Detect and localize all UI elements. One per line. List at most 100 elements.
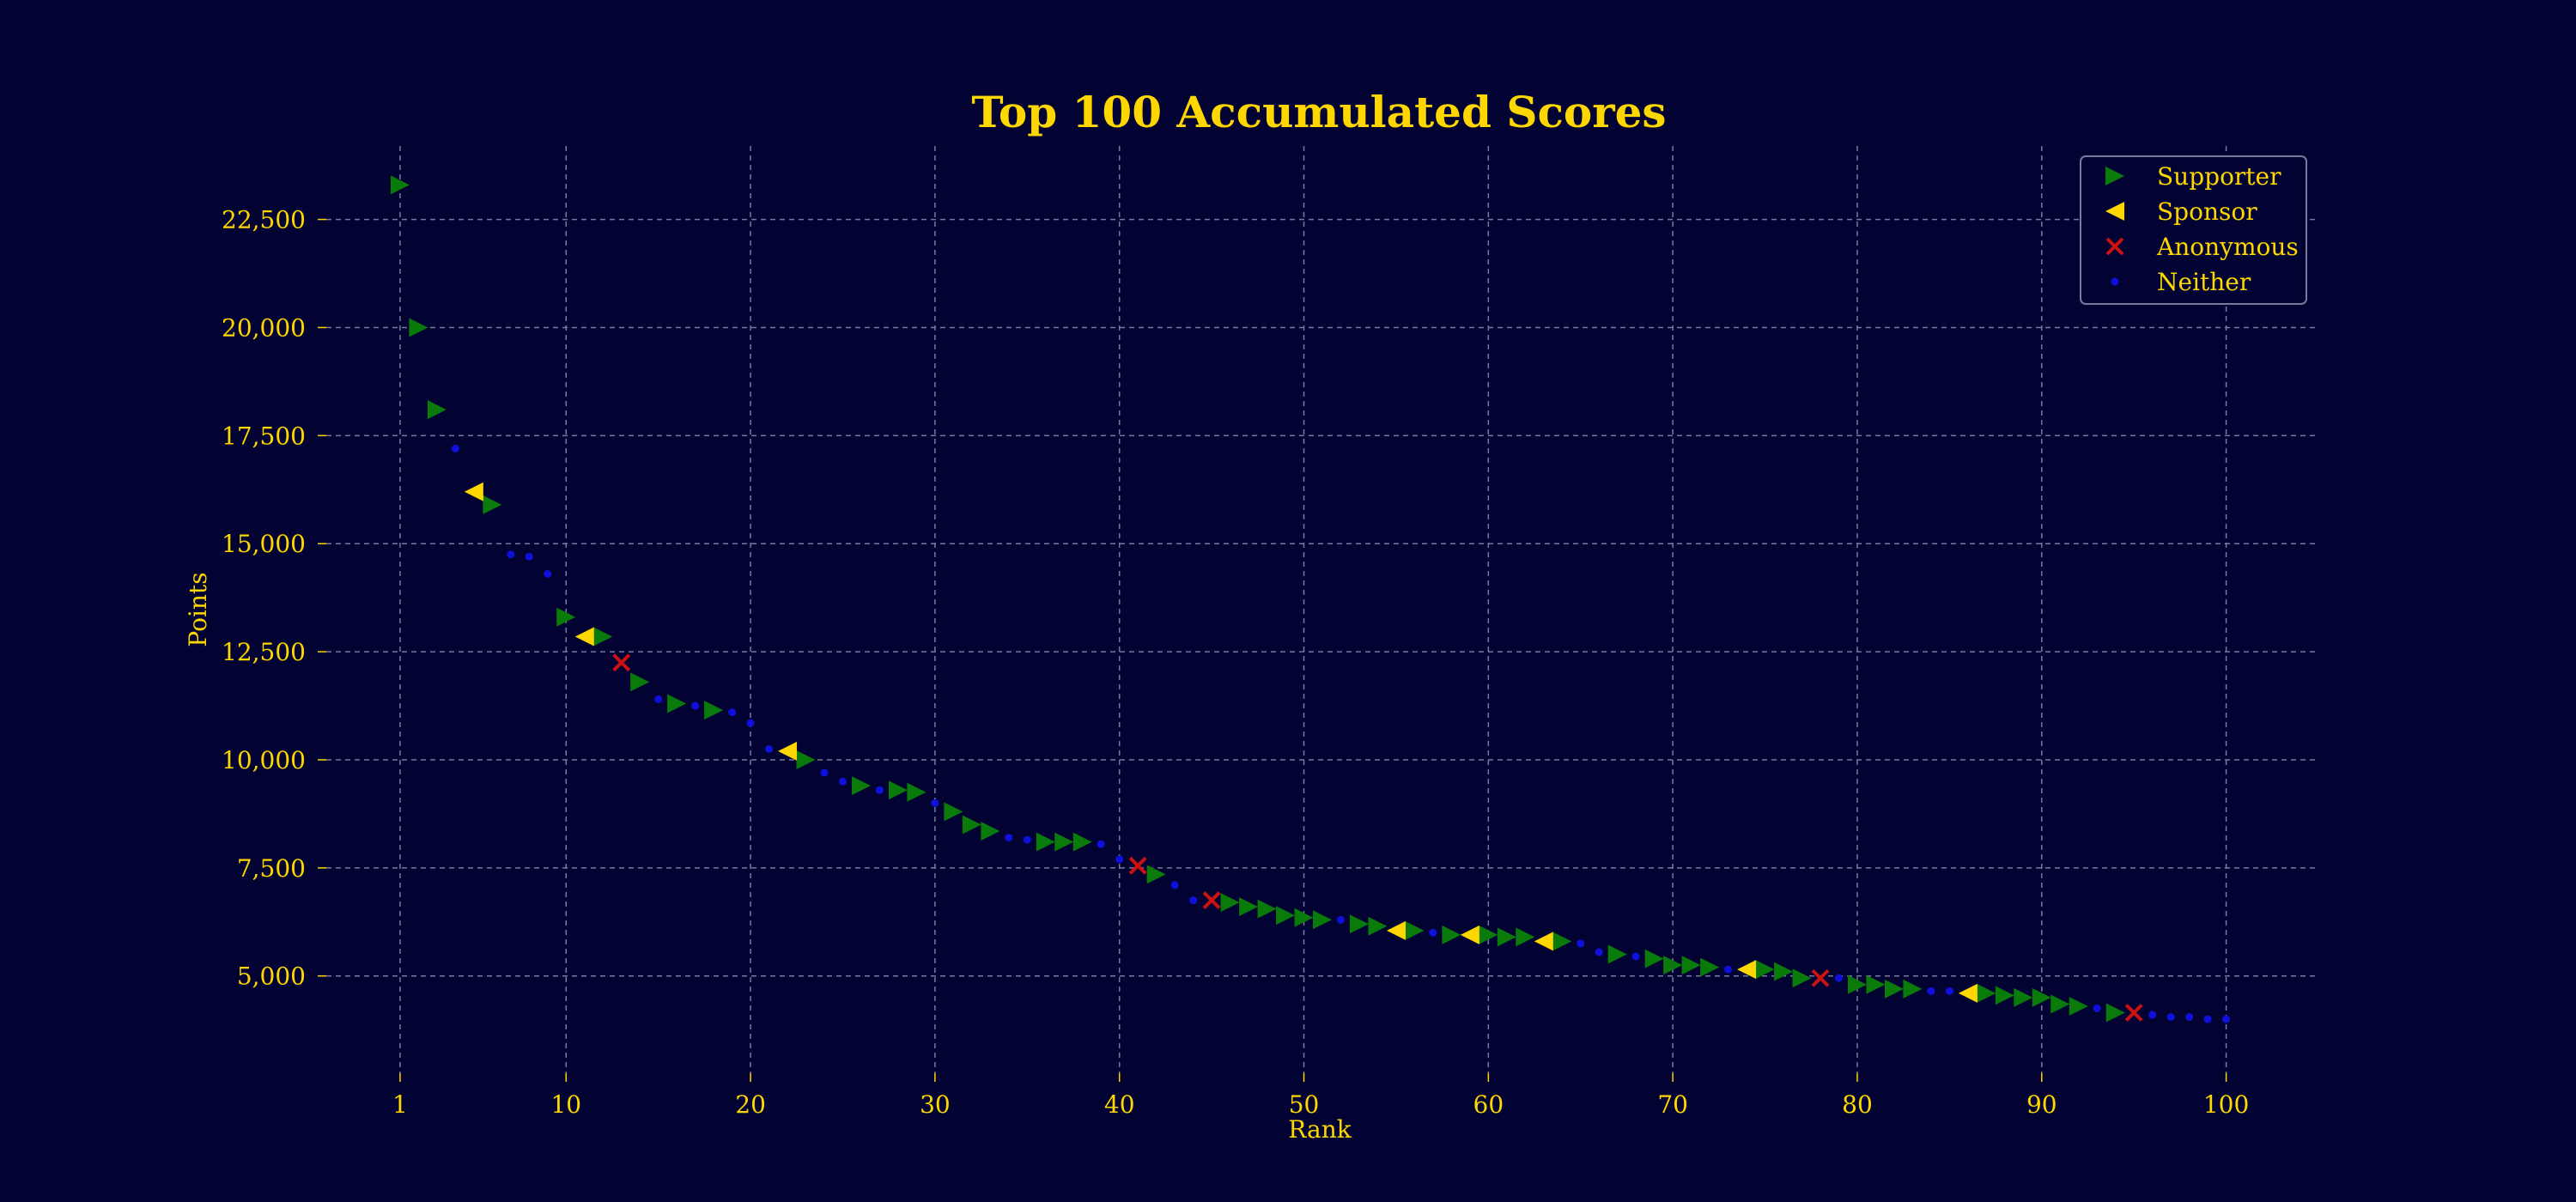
supporter-point (1847, 974, 1867, 994)
supporter-point (1146, 865, 1166, 884)
neither-point (2148, 1011, 2157, 1019)
supporter-point (796, 750, 816, 769)
neither-point (2093, 1004, 2101, 1012)
sponsor-point (574, 627, 594, 647)
neither-point (1005, 834, 1013, 842)
supporter-point (1792, 968, 1812, 988)
neither-point (1189, 896, 1198, 905)
data-points (390, 175, 2231, 1023)
legend-label: Sponsor (2157, 197, 2257, 226)
x-tick-label: 30 (920, 1090, 951, 1119)
supporter-point (1552, 932, 1572, 951)
y-axis-label: Points (184, 572, 212, 647)
supporter-point (1884, 979, 1904, 999)
legend-label: Neither (2157, 268, 2251, 296)
neither-point (728, 708, 737, 717)
x-axis-label: Rank (1288, 1115, 1352, 1144)
supporter-point (981, 822, 1000, 841)
x-tick-label: 90 (2026, 1090, 2057, 1119)
supporter-point (888, 780, 908, 800)
neither-point (507, 550, 515, 559)
supporter-point (1755, 960, 1775, 980)
supporter-point (556, 607, 576, 627)
x-tick-label: 80 (1842, 1090, 1873, 1119)
supporter-point (1072, 832, 1092, 852)
chart-title: Top 100 Accumulated Scores (971, 87, 1666, 137)
supporter-point (1054, 832, 1074, 852)
y-tick-label: 7,500 (237, 854, 306, 883)
x-tick-label: 70 (1657, 1090, 1688, 1119)
supporter-point (1368, 916, 1388, 936)
legend-label: Supporter (2157, 162, 2281, 191)
x-tick-label: 50 (1289, 1090, 1320, 1119)
neither-point (451, 444, 459, 452)
legend-item-supporter: Supporter (2105, 162, 2281, 191)
supporter-point (2014, 987, 2033, 1007)
supporter-point (2050, 994, 2070, 1014)
neither-point (1927, 986, 1935, 995)
y-tick-label: 12,500 (222, 638, 306, 666)
supporter-point (1220, 893, 1240, 913)
y-tick-label: 15,000 (222, 530, 306, 558)
neither-point (1097, 840, 1105, 848)
series-anonymous (612, 653, 2143, 1022)
sponsor-point (1386, 920, 1406, 940)
neither-point (1170, 881, 1179, 889)
anonymous-point (1811, 968, 1830, 987)
legend-marker (2105, 237, 2124, 256)
series-sponsor (464, 482, 1978, 1003)
neither-point (820, 768, 829, 777)
neither-point (2166, 1013, 2175, 1022)
grid-lines (326, 146, 2318, 1073)
legend-marker (2111, 277, 2119, 286)
anonymous-point (2124, 1004, 2143, 1022)
neither-point (525, 552, 533, 561)
supporter-point (1903, 979, 1923, 999)
supporter-point (1700, 957, 1720, 977)
supporter-point (427, 400, 447, 420)
x-tick-label: 1 (392, 1090, 408, 1119)
supporter-point (1681, 956, 1701, 975)
supporter-point (1497, 927, 1516, 947)
supporter-point (1663, 956, 1683, 975)
neither-point (2203, 1015, 2212, 1023)
neither-point (838, 777, 847, 786)
neither-point (1115, 855, 1124, 864)
legend: Supporter Sponsor Anonymous Neither (2080, 155, 2307, 305)
neither-point (1023, 835, 1031, 844)
y-tick-label: 22,500 (222, 206, 306, 234)
legend-box (2080, 155, 2307, 305)
anonymous-point (1128, 856, 1147, 875)
legend-marker (2105, 202, 2124, 221)
supporter-point (1995, 986, 2014, 1005)
x-tick-label: 60 (1473, 1090, 1504, 1119)
neither-point (691, 701, 700, 710)
supporter-point (1239, 897, 1259, 917)
supporter-point (1516, 927, 1535, 947)
supporter-point (1294, 908, 1314, 927)
neither-point (1595, 948, 1603, 956)
sponsor-point (1534, 932, 1553, 951)
supporter-point (962, 815, 981, 835)
neither-point (1945, 986, 1953, 995)
x-tick-label: 20 (735, 1090, 766, 1119)
supporter-point (1774, 962, 1794, 981)
legend-item-neither: Neither (2111, 268, 2251, 296)
x-axis-ticks: 1 10 20 30 40 50 60 70 80 90 100 (392, 1073, 2249, 1119)
supporter-point (944, 802, 963, 822)
supporter-point (1313, 910, 1332, 930)
supporter-point (390, 175, 410, 195)
legend-item-sponsor: Sponsor (2105, 197, 2257, 226)
neither-point (2185, 1013, 2194, 1022)
supporter-point (2069, 996, 2088, 1016)
supporter-point (851, 776, 871, 796)
anonymous-point (612, 653, 631, 672)
sponsor-point (1958, 983, 1978, 1003)
supporter-point (1257, 899, 1277, 919)
neither-point (1834, 974, 1843, 982)
supporter-point (409, 318, 428, 337)
y-axis-ticks: 5,000 7,500 10,000 12,500 15,000 17,500 20,000… (222, 206, 326, 991)
neither-point (931, 798, 939, 807)
y-tick-label: 5,000 (237, 962, 306, 991)
